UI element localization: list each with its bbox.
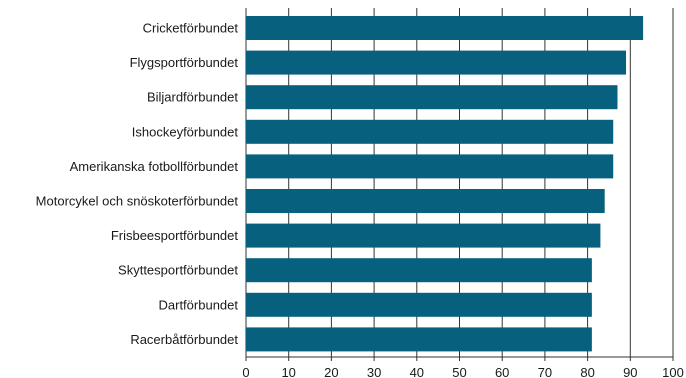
category-label: Dartförbundet	[159, 297, 239, 312]
category-label: Biljardförbundet	[147, 90, 238, 105]
bar	[246, 85, 618, 110]
bars	[246, 16, 644, 352]
bar	[246, 258, 592, 283]
x-tick-label: 10	[281, 365, 295, 378]
category-label: Flygsportförbundet	[130, 55, 239, 70]
bar	[246, 292, 592, 317]
bar	[246, 119, 614, 144]
bar	[246, 16, 644, 40]
category-label: Frisbeesportförbundet	[111, 228, 239, 243]
x-tick-label: 100	[662, 365, 684, 378]
category-label: Cricketförbundet	[143, 21, 239, 36]
x-tick-label: 0	[242, 365, 249, 378]
category-label: Skyttesportförbundet	[118, 263, 238, 278]
x-tick-label: 40	[410, 365, 424, 378]
bar	[246, 327, 592, 352]
category-label: Racerbåtförbundet	[130, 332, 238, 347]
bar	[246, 154, 614, 179]
category-label: Motorcykel och snöskoterförbundet	[36, 194, 239, 209]
x-tick-label: 50	[452, 365, 466, 378]
x-axis-ticks: 0 10 20 30 40 50 60 70 80 90 100	[242, 357, 684, 378]
category-label: Ishockeyförbundet	[132, 124, 239, 139]
category-label: Amerikanska fotbollförbundet	[70, 159, 239, 174]
x-tick-label: 30	[367, 365, 381, 378]
x-tick-label: 80	[580, 365, 594, 378]
bar	[246, 50, 627, 75]
x-tick-label: 70	[538, 365, 552, 378]
bar	[246, 189, 605, 213]
x-tick-label: 20	[324, 365, 338, 378]
category-labels: Cricketförbundet Flygsportförbundet Biljar…	[36, 21, 239, 347]
x-tick-label: 60	[495, 365, 509, 378]
x-tick-label: 90	[623, 365, 637, 378]
bar	[246, 223, 601, 248]
